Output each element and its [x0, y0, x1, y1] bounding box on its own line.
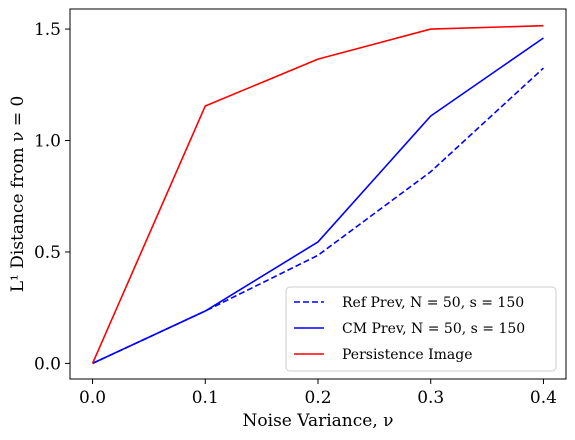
x-tick-label: 0.4	[530, 388, 557, 408]
y-tick-label: 1.0	[34, 132, 61, 152]
y-tick-label: 0.5	[34, 243, 61, 263]
legend-label: Persistence Image	[342, 347, 473, 363]
x-tick-label: 0.3	[417, 388, 444, 408]
y-tick-label: 0.0	[34, 354, 61, 374]
x-axis: 0.0 0.1 0.2 0.3 0.4	[79, 379, 557, 408]
legend-label: Ref Prev, N = 50, s = 150	[342, 295, 524, 311]
series-line-2	[92, 37, 544, 365]
y-axis: 0.0 0.5 1.0 1.5	[34, 20, 70, 374]
series-line-3	[91, 24, 544, 364]
legend: Ref Prev, N = 50, s = 150 CM Prev, N = 50…	[285, 286, 557, 372]
x-tick-label: 0.0	[79, 388, 106, 408]
x-axis-label: Noise Variance, ν	[243, 411, 394, 431]
y-tick-label: 1.5	[34, 20, 61, 40]
plot-marks	[91, 24, 544, 365]
legend-label: CM Prev, N = 50, s = 150	[342, 321, 525, 337]
x-tick-label: 0.2	[304, 388, 331, 408]
legend-box	[285, 286, 557, 372]
x-tick-label: 0.1	[192, 388, 219, 408]
y-axis-label: L¹ Distance from ν = 0	[8, 96, 28, 293]
